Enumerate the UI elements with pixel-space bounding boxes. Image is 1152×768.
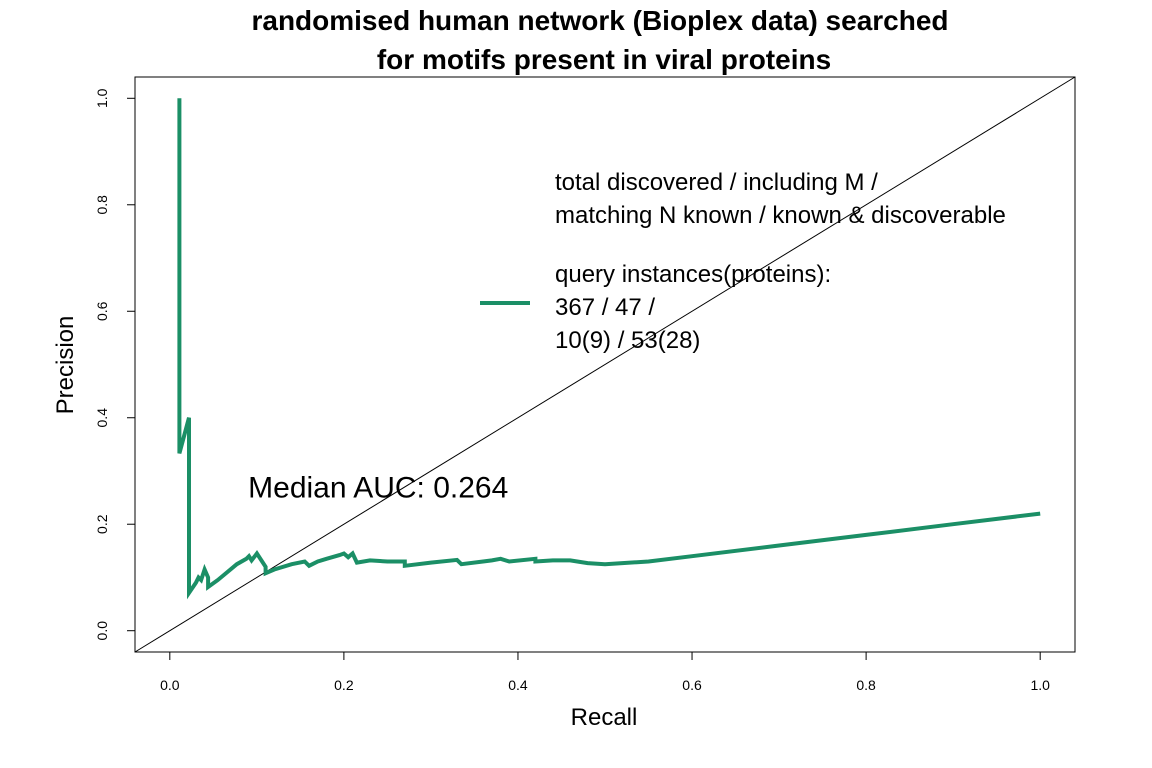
x-tick-label: 0.0 <box>160 677 180 693</box>
legend-entry-line-2: 367 / 47 / <box>555 294 655 321</box>
x-axis-ticks: 0.0 0.2 0.4 0.6 0.8 1.0 <box>160 652 1050 693</box>
x-tick-label: 0.2 <box>334 677 354 693</box>
precision-recall-curve <box>177 98 1041 600</box>
median-auc-annotation: Median AUC: 0.264 <box>248 472 508 505</box>
legend: total discovered / including M / matchin… <box>480 169 1006 354</box>
x-tick-label: 0.6 <box>682 677 702 693</box>
y-tick-label: 0.6 <box>94 301 110 321</box>
x-tick-label: 0.8 <box>856 677 876 693</box>
legend-entry-line-1: query instances(proteins): <box>555 261 831 288</box>
y-tick-label: 0.0 <box>94 621 110 641</box>
legend-header-line-1: total discovered / including M / <box>555 169 878 196</box>
legend-header-line-2: matching N known / known & discoverable <box>555 202 1006 229</box>
y-tick-label: 0.8 <box>94 195 110 215</box>
legend-entry-line-3: 10(9) / 53(28) <box>555 327 700 354</box>
x-tick-label: 1.0 <box>1030 677 1050 693</box>
plot-frame <box>134 76 1076 653</box>
x-tick-label: 0.4 <box>508 677 528 693</box>
y-tick-label: 1.0 <box>94 88 110 108</box>
diagonal-reference-line <box>134 76 1076 653</box>
x-axis-label: Recall <box>571 704 638 731</box>
y-axis-label: Precision <box>52 316 79 415</box>
chart-title-line-2: for motifs present in viral proteins <box>377 44 831 75</box>
chart-title-line-1: randomised human network (Bioplex data) … <box>251 5 948 36</box>
y-tick-label: 0.2 <box>94 514 110 534</box>
y-axis-ticks: 0.0 0.2 0.4 0.6 0.8 1.0 <box>94 88 135 640</box>
y-tick-label: 0.4 <box>94 408 110 428</box>
